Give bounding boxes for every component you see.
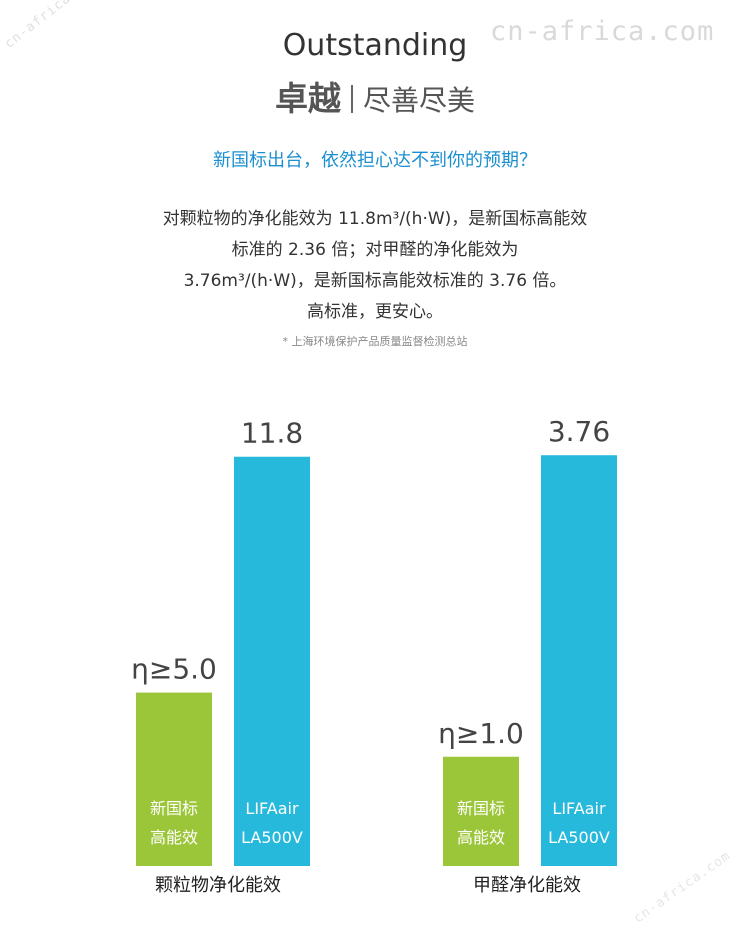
bar-inner-label: 高能效 bbox=[457, 828, 505, 847]
bar-value-label: η≥1.0 bbox=[438, 717, 524, 750]
bar-inner-label: 高能效 bbox=[150, 828, 198, 847]
title-sub: 尽善尽美 bbox=[362, 84, 475, 117]
bar-inner-label: 新国标 bbox=[150, 799, 198, 818]
standard-bar bbox=[443, 756, 519, 866]
bar-value-label: η≥5.0 bbox=[131, 653, 217, 686]
product-bar bbox=[541, 455, 617, 866]
watermark-text: cn-africa.com bbox=[490, 16, 715, 47]
bar-inner-label: LA500V bbox=[548, 828, 610, 847]
paragraph-line: 对颗粒物的净化能效为 11.8m³/(h·W)，是新国标高能效 bbox=[162, 209, 588, 229]
paragraph-line: 标准的 2.36 倍；对甲醛的净化能效为 bbox=[231, 240, 519, 260]
bar-value-label: 3.76 bbox=[548, 415, 610, 448]
bar-value-label: 11.8 bbox=[241, 417, 303, 450]
group-axis-label: 甲醛净化能效 bbox=[473, 875, 581, 896]
title-row: 卓越 尽善尽美 bbox=[0, 72, 750, 120]
bar-inner-label: LA500V bbox=[241, 828, 303, 847]
question-text: 新国标出台，依然担心达不到你的预期？ bbox=[213, 150, 537, 171]
paragraph-line: 高标准，更安心。 bbox=[307, 302, 443, 322]
standard-bar bbox=[136, 692, 212, 866]
paragraph-line: 3.76m³/(h·W)，是新国标高能效标准的 3.76 倍。 bbox=[183, 271, 567, 291]
bar-inner-label: 新国标 bbox=[457, 799, 505, 818]
product-bar bbox=[234, 456, 310, 866]
footnote: * 上海环境保护产品质量监督检测总站 bbox=[282, 335, 468, 348]
kicker-heading: Outstanding bbox=[282, 28, 468, 63]
bar-inner-label: LIFAair bbox=[245, 799, 299, 818]
title-main: 卓越 bbox=[274, 79, 341, 118]
group-axis-label: 颗粒物净化能效 bbox=[155, 875, 281, 896]
title-divider bbox=[350, 85, 353, 113]
bar-inner-label: LIFAair bbox=[552, 799, 606, 818]
